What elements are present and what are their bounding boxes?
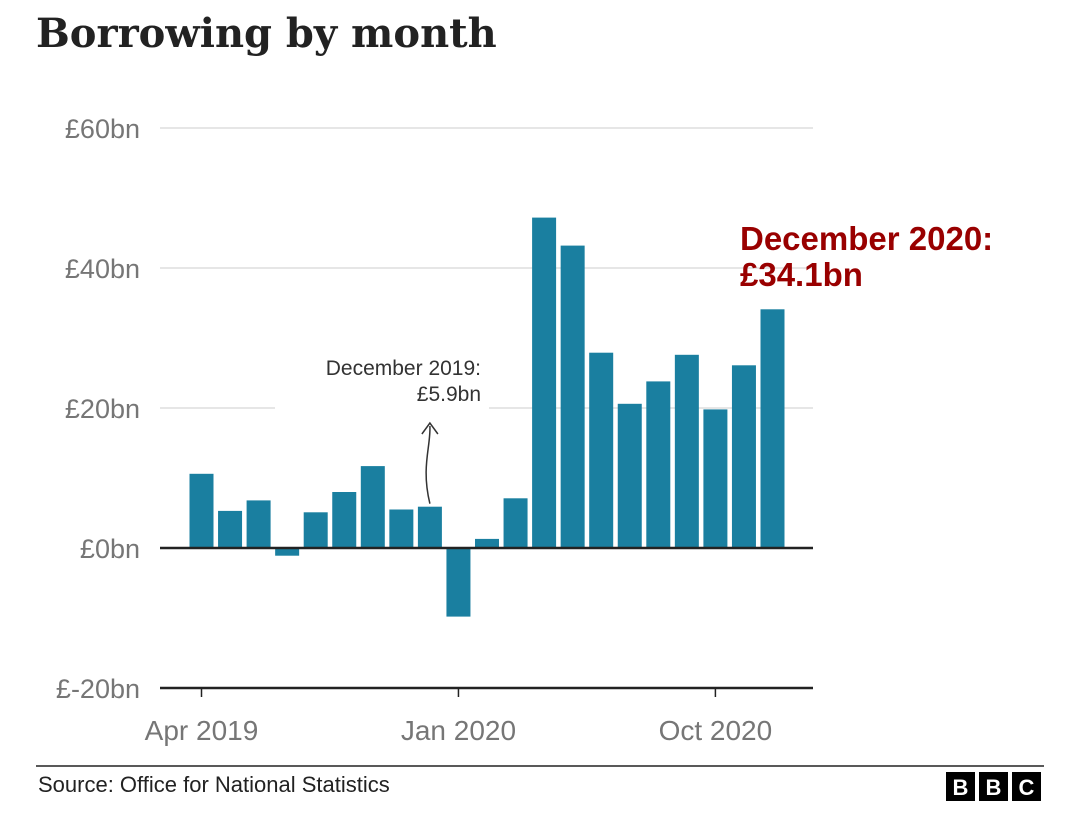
bar (532, 217, 557, 548)
bar (703, 409, 728, 548)
source-note: Source: Office for National Statistics (38, 772, 390, 797)
bar (446, 548, 471, 617)
chart-title: Borrowing by month (36, 10, 497, 57)
annotation-dec-2019-text: December 2019: (326, 357, 481, 380)
annotation-backdrop (275, 347, 489, 413)
annotation-dec-2020-text: £34.1bn (740, 256, 863, 293)
annotation-dec-2020-text: December 2020: (740, 220, 993, 257)
bar (475, 538, 499, 548)
bbc-logo-block (1012, 772, 1041, 801)
bbc-logo-letter: B (953, 775, 969, 800)
bar (275, 548, 300, 556)
y-tick-label: £20bn (65, 394, 140, 424)
bar (332, 492, 357, 548)
bar (417, 506, 442, 548)
bar (389, 509, 414, 548)
bar (560, 245, 585, 548)
x-tick-label: Oct 2020 (659, 715, 773, 746)
bar (218, 510, 243, 548)
y-tick-label: £60bn (65, 114, 140, 144)
bbc-logo-letter: C (1019, 775, 1035, 800)
bar (589, 352, 614, 548)
bbc-logo-block (946, 772, 975, 801)
bar (617, 403, 642, 548)
annotation-arrow (425, 425, 431, 504)
bar (246, 500, 271, 548)
bar (760, 309, 785, 548)
y-tick-label: £40bn (65, 254, 140, 284)
annotation-dec-2019-text: £5.9bn (417, 383, 481, 406)
x-tick-label: Apr 2019 (145, 715, 259, 746)
bar (189, 473, 214, 548)
bar (731, 365, 756, 548)
y-tick-label: £-20bn (56, 674, 140, 704)
bars (189, 217, 785, 617)
bar (503, 498, 528, 548)
bar (646, 381, 671, 548)
x-axis-ticks: Apr 2019 Jan 2020 Oct 2020 (145, 688, 773, 746)
y-axis-ticks: £60bn £40bn £20bn £0bn £-20bn (56, 114, 140, 704)
annotation-arrowhead (421, 421, 439, 435)
bbc-logo-letter: B (986, 775, 1002, 800)
bar (303, 512, 328, 548)
x-tick-label: Jan 2020 (401, 715, 516, 746)
axes (160, 546, 813, 690)
annotations: December 2019: £5.9bn December 2020:£34.1b… (275, 220, 993, 504)
y-tick-label: £0bn (80, 534, 140, 564)
bar (674, 354, 699, 548)
bar (360, 466, 385, 548)
bbc-logo-block (979, 772, 1008, 801)
